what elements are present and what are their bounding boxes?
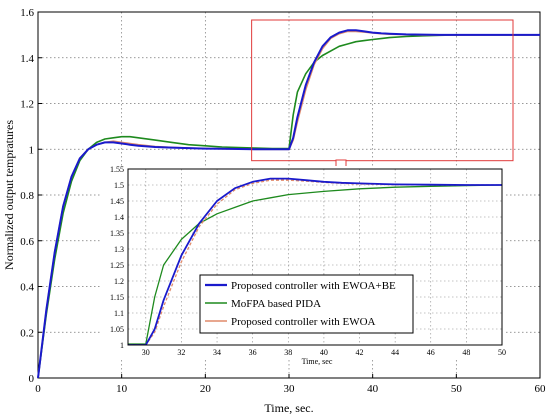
inset-y-tick-label: 1.4 bbox=[114, 213, 124, 222]
main-y-tick-label: 0 bbox=[29, 373, 35, 385]
inset-y-tick-label: 1.35 bbox=[110, 229, 124, 238]
legend-entry-label: Proposed controller with EWOA bbox=[231, 316, 376, 328]
inset-x-axis-label: Time, sec bbox=[302, 357, 333, 366]
main-x-tick-label: 10 bbox=[116, 383, 128, 395]
inset-series-lines bbox=[128, 177, 502, 345]
inset-y-tick-label: 1.5 bbox=[114, 181, 124, 190]
inset-x-tick-label: 42 bbox=[356, 348, 364, 357]
main-series-lines bbox=[37, 29, 540, 379]
inset-x-tick-labels: 30 32 34 36 38 40 42 44 46 48 50 bbox=[142, 348, 506, 357]
main-x-tick-label: 40 bbox=[367, 383, 379, 395]
main-y-tick-label: 0.4 bbox=[20, 282, 34, 294]
inset-y-tick-label: 1.15 bbox=[110, 293, 124, 302]
inset-y-tick-label: 1.25 bbox=[110, 261, 124, 270]
legend: Proposed controller with EWOA+BE MoFPA ba… bbox=[199, 274, 414, 334]
legend-entry-label: Proposed controller with EWOA+BE bbox=[231, 280, 396, 292]
inset-x-tick-label: 50 bbox=[498, 348, 506, 357]
inset-y-tick-labels: 1 1.05 1.1 1.15 1.2 1.25 1.3 1.35 1.4 1.45 1.5 1.55 bbox=[110, 165, 124, 350]
x-axis-label: Time, sec. bbox=[264, 401, 313, 415]
main-y-tick-label: 0.2 bbox=[20, 327, 34, 339]
inset-x-tick-label: 32 bbox=[177, 348, 185, 357]
inset-series-line-mofpa bbox=[128, 184, 502, 345]
main-plot-frame bbox=[37, 11, 541, 379]
inset-x-tick-label: 44 bbox=[391, 348, 399, 357]
inset-y-tick-label: 1.55 bbox=[110, 165, 124, 174]
legend-entry-label: MoFPA based PIDA bbox=[231, 298, 321, 310]
inset-x-tick-label: 48 bbox=[462, 348, 470, 357]
main-series-line-ewoa-be bbox=[37, 29, 540, 379]
main-x-tick-label: 0 bbox=[35, 383, 41, 395]
main-x-tick-label: 50 bbox=[451, 383, 463, 395]
inset-y-tick-label: 1.2 bbox=[114, 277, 124, 286]
inset-x-tick-label: 40 bbox=[320, 348, 328, 357]
inset-y-tick-label: 1.45 bbox=[110, 197, 124, 206]
main-y-tick-label: 1.4 bbox=[20, 53, 34, 65]
inset-y-tick-label: 1.3 bbox=[114, 245, 124, 254]
inset-x-tick-label: 36 bbox=[249, 348, 257, 357]
inset-y-tick-label: 1.05 bbox=[110, 325, 124, 334]
inset-x-tick-label: 38 bbox=[284, 348, 292, 357]
main-y-tick-label: 0.8 bbox=[20, 190, 34, 202]
legend-box bbox=[199, 274, 414, 334]
main-y-tick-label: 0.6 bbox=[20, 236, 34, 248]
inset-y-tick-label: 1.1 bbox=[114, 309, 124, 318]
inset-x-tick-label: 30 bbox=[142, 348, 150, 357]
main-x-tick-labels: 0 10 20 30 40 50 60 bbox=[35, 383, 546, 395]
main-x-tick-label: 30 bbox=[284, 383, 296, 395]
y-axis-label: Normalized output tempratures bbox=[2, 120, 16, 270]
main-y-tick-label: 1.6 bbox=[20, 7, 34, 19]
inset-series-line-ewoa-be bbox=[128, 177, 502, 345]
inset-x-tick-label: 46 bbox=[427, 348, 435, 357]
main-y-tick-label: 1 bbox=[29, 144, 35, 156]
inset-x-tick-label: 34 bbox=[213, 348, 221, 357]
main-x-tick-label: 60 bbox=[535, 383, 547, 395]
inset-y-tick-label: 1 bbox=[120, 341, 124, 350]
main-y-tick-label: 1.2 bbox=[20, 99, 34, 111]
main-y-tick-labels: 0 0.2 0.4 0.6 0.8 1 1.2 1.4 1.6 bbox=[20, 7, 34, 385]
zoom-region-box bbox=[251, 19, 514, 162]
inset-plot-frame bbox=[127, 168, 503, 346]
main-x-tick-label: 20 bbox=[200, 383, 212, 395]
